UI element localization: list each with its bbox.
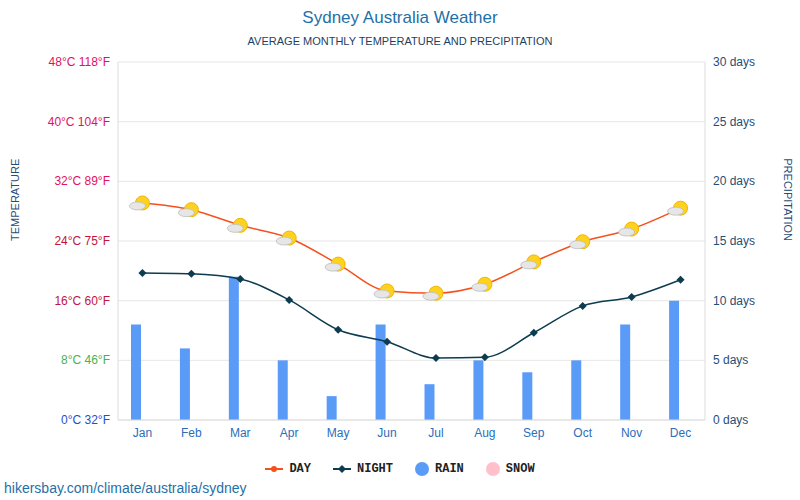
svg-text:15 days: 15 days: [713, 234, 755, 248]
svg-text:16°C 60°F: 16°C 60°F: [54, 294, 110, 308]
svg-text:8°C 46°F: 8°C 46°F: [61, 353, 110, 367]
svg-text:Jun: Jun: [377, 426, 396, 440]
svg-text:Sep: Sep: [523, 426, 545, 440]
html-text:RAIN: RAIN: [435, 462, 464, 476]
svg-text:PRECIPITATION: PRECIPITATION: [782, 158, 792, 241]
svg-text:Dec: Dec: [670, 426, 691, 440]
svg-text:5 days: 5 days: [713, 353, 748, 367]
svg-text:Jan: Jan: [133, 426, 152, 440]
svg-text:25 days: 25 days: [713, 115, 755, 129]
svg-text:Feb: Feb: [181, 426, 202, 440]
svg-text:32°C 89°F: 32°C 89°F: [54, 174, 110, 188]
svg-text:Aug: Aug: [474, 426, 495, 440]
svg-text:Nov: Nov: [621, 426, 642, 440]
svg-text:48°C 118°F: 48°C 118°F: [49, 55, 110, 69]
svg-text:20 days: 20 days: [713, 174, 755, 188]
svg-text:Apr: Apr: [280, 426, 299, 440]
svg-text:0 days: 0 days: [713, 413, 748, 427]
html-text:AVERAGE MONTHLY TEMPERATURE AN: AVERAGE MONTHLY TEMPERATURE AND PRECIPIT…: [247, 35, 553, 47]
html-text:NIGHT: NIGHT: [357, 462, 393, 476]
svg-text:0°C 32°F: 0°C 32°F: [61, 413, 110, 427]
svg-text:Oct: Oct: [573, 426, 592, 440]
svg-text:Mar: Mar: [230, 426, 251, 440]
svg-text:10 days: 10 days: [713, 294, 755, 308]
svg-text:TEMPERATURE: TEMPERATURE: [9, 159, 21, 241]
svg-text:40°C 104°F: 40°C 104°F: [48, 115, 110, 129]
svg-text:May: May: [327, 426, 350, 440]
html-text:Sydney Australia Weather: Sydney Australia Weather: [302, 8, 498, 27]
svg-text:Jul: Jul: [428, 426, 443, 440]
svg-text:30 days: 30 days: [713, 55, 755, 69]
html-text:hikersbay.com/climate/australi: hikersbay.com/climate/australia/sydney: [4, 480, 247, 496]
html-text:SNOW: SNOW: [505, 462, 535, 476]
html-text:DAY: DAY: [289, 462, 311, 476]
svg-text:24°C 75°F: 24°C 75°F: [54, 234, 110, 248]
